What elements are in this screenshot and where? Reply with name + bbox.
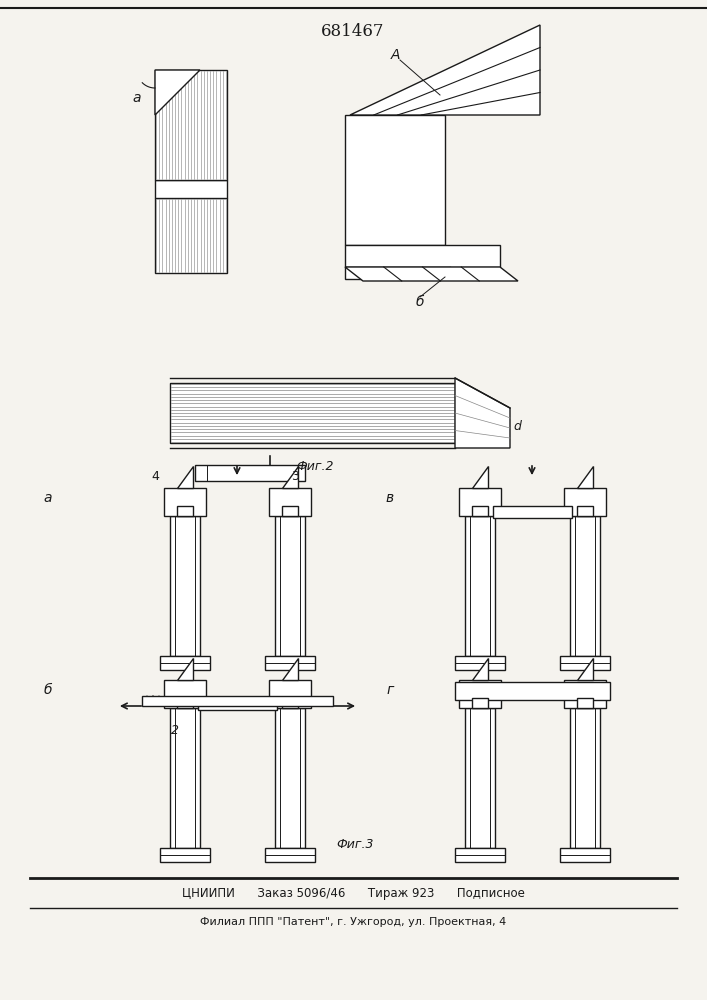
Polygon shape xyxy=(177,658,193,680)
Bar xyxy=(275,516,305,656)
Text: б: б xyxy=(416,295,424,309)
Bar xyxy=(455,848,505,862)
Text: d: d xyxy=(513,420,521,432)
Bar xyxy=(155,198,227,273)
Bar xyxy=(282,698,298,708)
Bar xyxy=(570,708,600,848)
Bar xyxy=(265,656,315,670)
Text: г: г xyxy=(386,683,394,697)
Bar xyxy=(577,698,593,708)
Text: Филиал ППП "Патент", г. Ужгород, ул. Проектная, 4: Филиал ППП "Патент", г. Ужгород, ул. Про… xyxy=(200,917,506,927)
Bar xyxy=(560,848,610,862)
Text: Фиг.3: Фиг.3 xyxy=(337,838,374,852)
Bar xyxy=(170,383,455,443)
Bar xyxy=(560,656,610,670)
Bar xyxy=(164,488,206,516)
Bar xyxy=(170,708,200,848)
Bar xyxy=(345,267,450,279)
Bar xyxy=(155,70,227,180)
Bar xyxy=(177,506,193,516)
Polygon shape xyxy=(345,267,518,281)
Text: в: в xyxy=(386,491,394,505)
Bar xyxy=(465,708,495,848)
Text: ЦНИИПИ      Заказ 5096/46      Тираж 923      Подписное: ЦНИИПИ Заказ 5096/46 Тираж 923 Подписное xyxy=(182,888,525,900)
Text: 3: 3 xyxy=(291,470,299,483)
Polygon shape xyxy=(472,466,488,488)
Polygon shape xyxy=(155,70,200,115)
Bar xyxy=(345,245,500,267)
Polygon shape xyxy=(177,466,193,488)
Bar xyxy=(570,516,600,656)
Text: А: А xyxy=(390,48,399,62)
Polygon shape xyxy=(282,658,298,680)
Bar xyxy=(275,708,305,848)
Text: Фиг.2: Фиг.2 xyxy=(296,460,334,473)
Bar xyxy=(472,506,488,516)
Text: а: а xyxy=(133,91,141,105)
Polygon shape xyxy=(577,466,593,488)
Bar xyxy=(459,680,501,708)
Text: а: а xyxy=(44,491,52,505)
Bar xyxy=(472,698,488,708)
Bar xyxy=(564,488,606,516)
Text: 681467: 681467 xyxy=(321,23,385,40)
Bar xyxy=(164,680,206,708)
Bar xyxy=(155,180,227,198)
Bar xyxy=(465,516,495,656)
Bar xyxy=(142,696,333,706)
Bar xyxy=(269,488,311,516)
Bar xyxy=(564,680,606,708)
Text: 2: 2 xyxy=(171,724,179,736)
Bar xyxy=(160,656,210,670)
Text: б: б xyxy=(44,683,52,697)
Bar xyxy=(455,656,505,670)
Bar xyxy=(198,698,277,710)
Bar xyxy=(269,680,311,708)
Bar xyxy=(577,506,593,516)
Bar xyxy=(177,698,193,708)
Bar xyxy=(345,115,445,245)
Polygon shape xyxy=(282,466,298,488)
Polygon shape xyxy=(472,658,488,680)
Polygon shape xyxy=(455,378,510,448)
Bar xyxy=(170,516,200,656)
Bar xyxy=(459,488,501,516)
Polygon shape xyxy=(577,658,593,680)
Bar xyxy=(160,848,210,862)
Text: 4: 4 xyxy=(151,470,159,483)
Bar xyxy=(493,506,572,518)
Polygon shape xyxy=(350,25,540,115)
Bar xyxy=(265,848,315,862)
Bar xyxy=(195,465,305,481)
Bar xyxy=(282,506,298,516)
Bar xyxy=(455,682,610,700)
